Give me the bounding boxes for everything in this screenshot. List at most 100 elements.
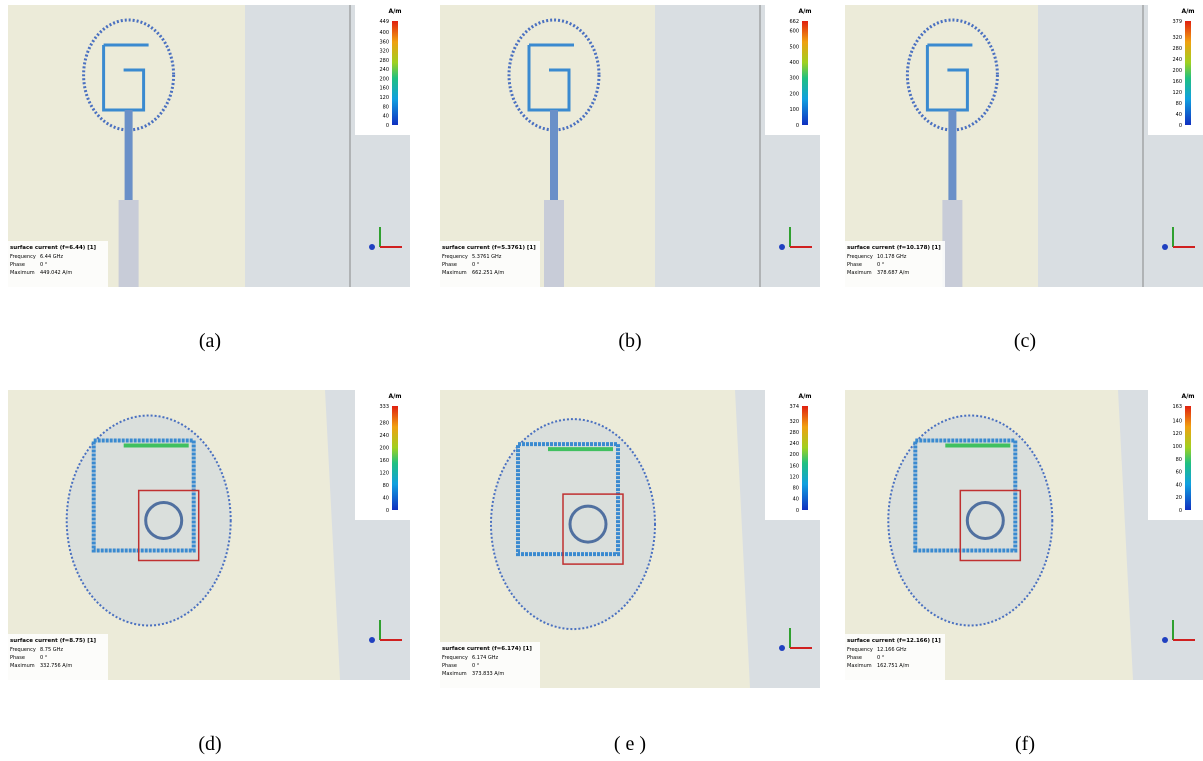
legend-tick: 400 bbox=[379, 30, 389, 36]
info-value: 0 ° bbox=[472, 663, 480, 669]
color-bar bbox=[802, 21, 808, 125]
info-value: 0 ° bbox=[472, 262, 480, 268]
info-value: 0 ° bbox=[40, 655, 48, 661]
feedline bbox=[942, 200, 963, 287]
patch bbox=[65, 414, 232, 627]
legend-tick: 333 bbox=[379, 404, 389, 410]
legend-unit: A/m bbox=[1181, 393, 1194, 400]
patch bbox=[507, 18, 601, 132]
legend-box bbox=[355, 390, 410, 520]
legend-box bbox=[765, 5, 820, 135]
axis-z bbox=[779, 645, 785, 651]
legend-tick: 80 bbox=[1176, 457, 1182, 463]
info-title: surface current (f=12.166) [1] bbox=[847, 638, 941, 644]
info-value: 378.687 A/m bbox=[877, 270, 909, 276]
legend-tick: 80 bbox=[383, 104, 389, 110]
info-label: Phase bbox=[442, 663, 457, 669]
legend-tick: 379 bbox=[1172, 19, 1182, 25]
screenshot: A/m 662 600 500 400 300 200 100 0 surface current… bbox=[440, 5, 820, 287]
info-label: Phase bbox=[847, 655, 862, 661]
screenshot: A/m 163 140 120 100 80 60 40 20 0 surface current … bbox=[845, 390, 1203, 680]
legend-tick: 400 bbox=[789, 60, 799, 66]
slot bbox=[925, 43, 973, 112]
slot bbox=[516, 442, 620, 557]
legend-tick: 200 bbox=[1172, 68, 1182, 74]
info-value: 0 ° bbox=[877, 262, 885, 268]
legend-tick: 40 bbox=[383, 495, 389, 501]
info-box bbox=[8, 241, 108, 287]
legend-tick: 0 bbox=[1179, 123, 1182, 129]
legend-tick: 0 bbox=[796, 123, 799, 129]
screenshot: A/m 379 320 280 240 200 160 120 80 40 0 surface cur… bbox=[845, 5, 1203, 287]
legend-tick: 200 bbox=[379, 445, 389, 451]
info-value: 0 ° bbox=[40, 262, 48, 268]
legend-tick: 449 bbox=[379, 19, 389, 25]
legend-box bbox=[1148, 5, 1203, 135]
color-bar bbox=[1185, 21, 1191, 125]
info-value: 662.251 A/m bbox=[472, 270, 504, 276]
legend-tick: 374 bbox=[789, 404, 799, 410]
legend-box bbox=[765, 390, 820, 520]
legend-tick: 320 bbox=[379, 49, 389, 55]
legend-tick: 320 bbox=[789, 419, 799, 425]
slot bbox=[102, 43, 149, 112]
info-value: 0 ° bbox=[877, 655, 885, 661]
slot bbox=[913, 438, 1018, 553]
info-value: 332.756 A/m bbox=[40, 663, 72, 669]
legend-tick: 280 bbox=[789, 430, 799, 436]
legend-tick: 80 bbox=[793, 486, 799, 492]
color-bar bbox=[392, 406, 398, 510]
feed bbox=[124, 110, 133, 200]
legend-tick: 80 bbox=[383, 483, 389, 489]
info-title: surface current (f=6.174) [1] bbox=[442, 646, 532, 652]
legend-tick: 40 bbox=[1176, 482, 1182, 488]
legend-tick: 120 bbox=[789, 474, 799, 480]
legend-tick: 120 bbox=[1172, 90, 1182, 96]
slot bbox=[527, 43, 574, 112]
legend-unit: A/m bbox=[798, 8, 811, 15]
viewport: A/m 662 600 500 400 300 200 100 0 surface current… bbox=[440, 5, 820, 287]
legend-tick: 120 bbox=[379, 470, 389, 476]
legend-tick: 600 bbox=[789, 29, 799, 35]
legend-tick: 300 bbox=[789, 76, 799, 82]
legend-tick: 60 bbox=[1176, 470, 1182, 476]
legend-tick: 20 bbox=[1176, 495, 1182, 501]
info-title: surface current (f=8.75) [1] bbox=[10, 638, 97, 644]
caption: (a) bbox=[198, 330, 222, 352]
info-label: Maximum bbox=[10, 270, 35, 276]
info-label: Frequency bbox=[847, 647, 873, 653]
viewport: A/m 333 280 240 200 160 120 80 40 0 surface curren… bbox=[8, 390, 410, 680]
info-box bbox=[845, 634, 945, 680]
info-box bbox=[440, 642, 540, 688]
viewport: A/m44940036032028024020016012080400surfa… bbox=[8, 5, 410, 287]
viewport: A/m 379 320 280 240 200 160 120 80 40 0 surface cur… bbox=[845, 5, 1203, 287]
screenshot: A/m 374 320 280 240 200 160 120 80 40 0 surface cur… bbox=[440, 390, 820, 688]
info-label: Phase bbox=[442, 262, 457, 268]
legend-unit: A/m bbox=[1181, 8, 1194, 15]
legend-tick: 662 bbox=[789, 19, 799, 25]
legend-tick: 160 bbox=[789, 463, 799, 469]
legend-tick: 120 bbox=[379, 95, 389, 101]
info-label: Phase bbox=[10, 655, 25, 661]
legend-tick: 240 bbox=[789, 441, 799, 447]
info-label: Maximum bbox=[847, 663, 872, 669]
info-value: 373.833 A/m bbox=[472, 671, 504, 677]
legend-tick: 140 bbox=[1172, 418, 1182, 424]
legend-tick: 0 bbox=[386, 508, 389, 514]
color-bar bbox=[802, 406, 808, 510]
info-label: Maximum bbox=[10, 663, 35, 669]
info-value: 10.178 GHz bbox=[877, 254, 907, 260]
legend-tick: 100 bbox=[1172, 444, 1182, 450]
feedline bbox=[544, 200, 564, 287]
info-value: 162.751 A/m bbox=[877, 663, 909, 669]
info-box bbox=[8, 634, 108, 680]
axis-z bbox=[1162, 244, 1168, 250]
ring bbox=[965, 501, 1005, 540]
legend-tick: 360 bbox=[379, 39, 389, 45]
caption: (f) bbox=[1015, 733, 1035, 755]
legend-tick: 200 bbox=[379, 76, 389, 82]
info-value: 12.166 GHz bbox=[877, 647, 907, 653]
screenshot: A/m 333 280 240 200 160 120 80 40 0 surface curren… bbox=[8, 390, 410, 680]
screenshot: A/m 449 400 360 320 280 240 200 160 120 80 40 0 surfa… bbox=[8, 5, 410, 287]
legend-tick: 40 bbox=[793, 497, 799, 503]
